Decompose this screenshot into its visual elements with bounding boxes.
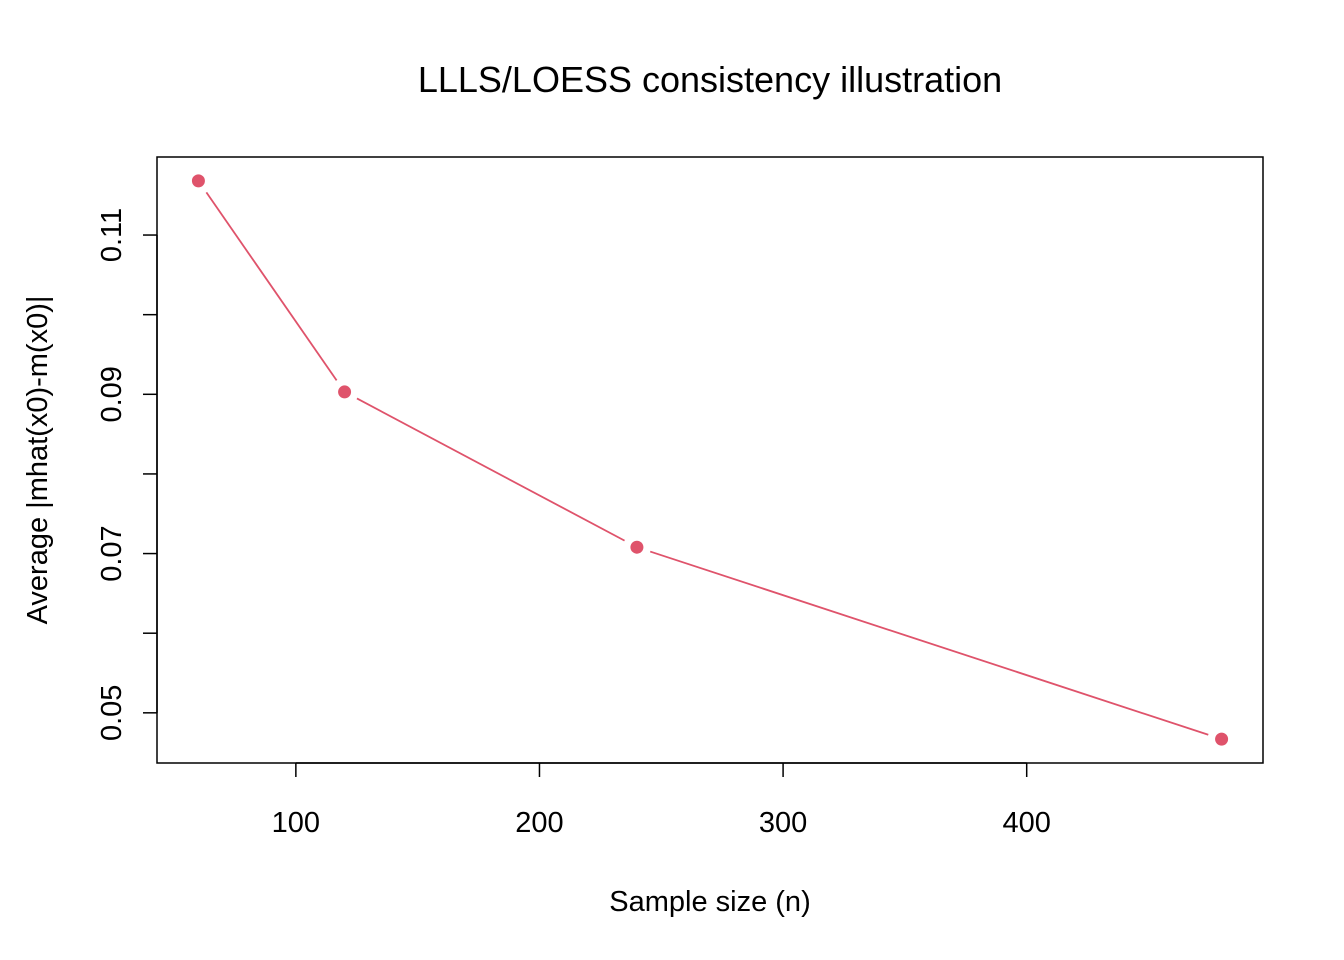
- series-line-segment: [205, 191, 338, 381]
- x-tick-label: 200: [515, 807, 563, 839]
- x-tick-label: 100: [272, 807, 320, 839]
- x-tick-label: 300: [759, 807, 807, 839]
- x-axis-label: Sample size (n): [609, 886, 810, 918]
- y-tick-label: 0.05: [96, 685, 128, 741]
- y-axis: 0.05 0.07 0.09 0.11: [96, 208, 158, 741]
- series-layer: [191, 174, 1229, 746]
- chart-title: LLLS/LOESS consistency illustration: [418, 59, 1002, 100]
- series-line-segment: [356, 397, 625, 542]
- data-point: [630, 540, 644, 554]
- y-tick-label: 0.11: [96, 208, 128, 262]
- data-point: [1215, 732, 1229, 746]
- y-axis-label: Average |mhat(x0)-m(x0)|: [22, 296, 54, 625]
- data-point: [191, 174, 205, 188]
- plot-area-border: [156, 156, 1264, 764]
- data-point: [338, 385, 352, 399]
- y-tick-label: 0.07: [96, 525, 128, 581]
- series-line-segment: [649, 550, 1209, 736]
- y-tick-label: 0.09: [96, 366, 128, 422]
- x-axis: 100 200 300 400: [272, 762, 1051, 839]
- x-tick-label: 400: [1003, 807, 1051, 839]
